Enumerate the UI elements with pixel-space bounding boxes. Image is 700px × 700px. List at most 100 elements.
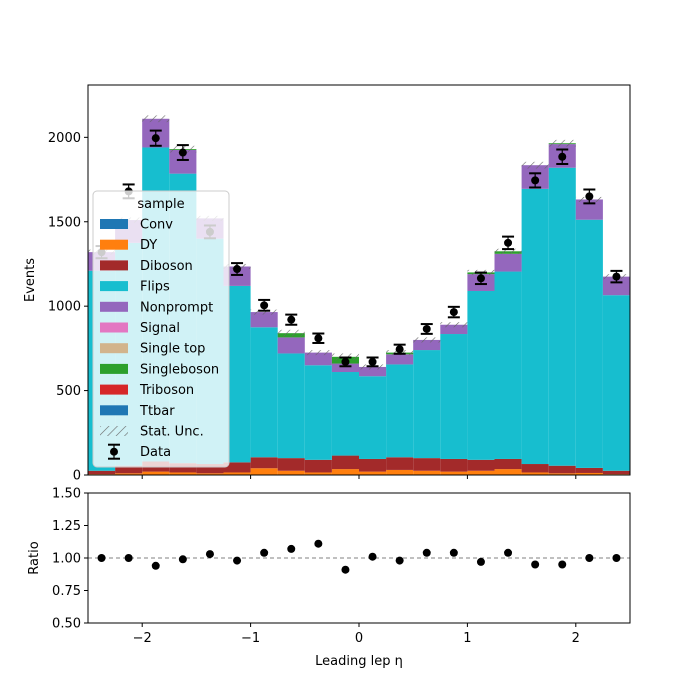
bar-dy xyxy=(277,470,305,475)
ratio-y-tick-label: 1.25 xyxy=(52,519,81,534)
ratio-y-ticks: 0.50 0.75 1.00 1.25 1.50 xyxy=(52,487,88,632)
ratio-point xyxy=(368,552,377,561)
bar-dy xyxy=(331,469,359,475)
ratio-point xyxy=(558,560,567,569)
bar-flips xyxy=(250,327,278,458)
ratio-point xyxy=(504,548,513,557)
stat-unc-band xyxy=(142,115,170,123)
bar-diboson xyxy=(521,464,549,473)
data-point xyxy=(476,274,485,283)
bar-diboson xyxy=(386,457,414,470)
bar-flips xyxy=(575,219,603,468)
x-tick-label: 2 xyxy=(572,631,580,646)
legend-swatch-nonprompt xyxy=(100,301,128,312)
legend-swatch-ttbar xyxy=(100,405,128,416)
ratio-point xyxy=(585,554,594,562)
bar-flips xyxy=(494,271,522,459)
bar-diboson xyxy=(88,470,116,475)
bar-dy xyxy=(250,468,278,475)
ratio-y-tick-label: 0.50 xyxy=(52,617,81,632)
bar-flips xyxy=(440,334,468,459)
bar-diboson xyxy=(413,458,441,471)
bar-diboson xyxy=(169,463,197,473)
main-y-ticks: 0 500 1000 1500 2000 xyxy=(48,131,88,484)
legend-label: Diboson xyxy=(140,259,193,274)
legend-swatch-single-top xyxy=(100,343,128,354)
legend-label: DY xyxy=(140,238,157,253)
data-point xyxy=(449,308,458,317)
bar-dy xyxy=(196,473,224,475)
ratio-point xyxy=(395,556,404,565)
ratio-frame xyxy=(87,492,631,624)
ratio-point xyxy=(124,554,133,562)
bar-flips xyxy=(304,365,332,460)
legend-label: Signal xyxy=(140,321,180,336)
bar-nonprompt xyxy=(413,339,441,351)
ratio-point xyxy=(97,554,106,562)
ratio-point xyxy=(205,550,214,559)
bar-nonprompt xyxy=(250,312,278,328)
ratio-point xyxy=(449,548,458,557)
stat-unc-band xyxy=(440,322,468,328)
data-point xyxy=(178,148,187,157)
bar-dy xyxy=(142,471,170,475)
main-y-axis-label: Events xyxy=(23,258,38,302)
legend-label: Ttbar xyxy=(139,404,175,419)
y-tick-label: 2000 xyxy=(48,131,81,146)
legend-swatch-diboson xyxy=(100,260,128,271)
bar-nonprompt xyxy=(169,150,197,174)
bar-flips xyxy=(331,372,359,456)
stat-unc-band xyxy=(304,350,332,356)
ratio-point xyxy=(260,548,269,557)
legend-data-marker xyxy=(110,447,118,456)
data-point xyxy=(558,152,567,161)
bar-flips xyxy=(521,188,549,465)
legend-label: Data xyxy=(140,445,171,460)
data-point xyxy=(287,315,296,324)
y-tick-label: 1000 xyxy=(48,300,81,315)
bar-dy xyxy=(413,470,441,475)
bar-nonprompt xyxy=(331,363,359,373)
bar-dy xyxy=(169,472,197,475)
y-tick-label: 1500 xyxy=(48,215,81,230)
bar-flips xyxy=(548,167,576,466)
bar-diboson xyxy=(467,459,495,471)
bar-diboson xyxy=(115,465,143,474)
bar-nonprompt xyxy=(223,266,251,286)
bar-nonprompt xyxy=(359,366,387,377)
bar-flips xyxy=(277,353,305,459)
legend-title: sample xyxy=(137,197,184,212)
bar-diboson xyxy=(602,470,630,475)
bar-diboson xyxy=(440,458,468,472)
stat-unc-band xyxy=(494,248,522,254)
legend-box xyxy=(92,190,230,468)
legend: sample Conv DY Diboson Flips Nonprompt Signal… xyxy=(92,190,230,468)
legend-swatch-flips xyxy=(100,281,128,292)
bar-nonprompt xyxy=(386,354,414,365)
bar-dy xyxy=(575,472,603,475)
bar-dy xyxy=(115,473,143,475)
bar-diboson xyxy=(359,458,387,472)
ratio-point xyxy=(476,557,485,566)
data-point xyxy=(151,134,160,143)
ratio-panel: 0.50 0.75 1.00 1.25 1.50 −2 −1 0 1 2 Ratio Leadi… xyxy=(27,487,631,669)
legend-swatch-singleboson xyxy=(100,363,128,374)
legend-entries: Conv DY Diboson Flips Nonprompt Signal Single … xyxy=(100,218,219,460)
ratio-point xyxy=(612,554,621,562)
ratio-point xyxy=(314,539,323,548)
legend-swatch-conv xyxy=(100,219,128,229)
stat-unc-band xyxy=(548,139,576,147)
ratio-point xyxy=(287,544,296,553)
stat-unc-band xyxy=(521,161,549,169)
legend-swatch-signal xyxy=(100,322,128,333)
bar-diboson xyxy=(223,462,251,473)
legend-label: Flips xyxy=(140,280,170,295)
data-point xyxy=(368,357,377,366)
ratio-point xyxy=(422,548,431,557)
y-tick-label: 0 xyxy=(73,469,81,484)
ratio-y-tick-label: 1.50 xyxy=(52,487,81,502)
bar-nonprompt xyxy=(440,324,468,335)
bar-dy xyxy=(386,469,414,475)
data-point xyxy=(341,357,350,366)
ratio-point xyxy=(151,561,160,570)
